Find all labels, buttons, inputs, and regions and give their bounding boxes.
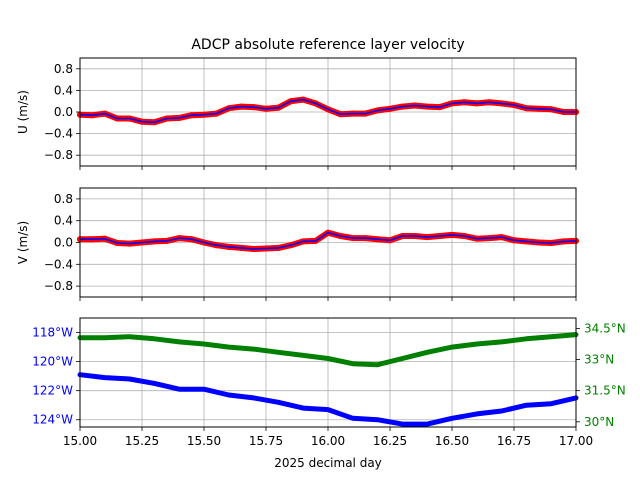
x-tick-label: 15.50 [187,434,221,448]
y2-tick-label: 30°N [584,415,614,429]
x-tick-label: 16.50 [435,434,469,448]
y2-tick-label: 34.5°N [584,321,626,335]
x-tick-label: 17.00 [559,434,593,448]
y-tick-label: −0.4 [44,127,73,141]
series-line-2 [80,231,577,250]
longitude-line [77,372,579,427]
y-tick-label: 0.0 [54,236,73,250]
plots: −0.8 −0.4 0.0 0.4 0.8 U (m/s) −0.8 −0.4 0.0 0.4 0.… [16,57,626,470]
y-tick-label: 0.4 [54,214,73,228]
x-tick-label: 15.25 [125,434,159,448]
subplot-2: −0.8 −0.4 0.0 0.4 0.8 V (m/s) [16,187,579,301]
x-tick-label: 16.25 [373,434,407,448]
y-tick-label: 118°W [32,326,73,340]
chart-title: ADCP absolute reference layer velocity [191,37,464,53]
y-tick-label: 0.0 [54,105,73,119]
x-tick-label: 15.75 [249,434,283,448]
y-tick-label: 0.8 [54,62,73,76]
y-tick-label: −0.8 [44,279,73,293]
y-tick-label: 122°W [32,384,73,398]
y-tick-label: −0.4 [44,257,73,271]
x-tick-label: 16.00 [311,434,345,448]
x-tick-label: 16.75 [497,434,531,448]
y-tick-label: 124°W [32,413,73,427]
y-tick-label: −0.8 [44,148,73,162]
y-tick-label: 0.8 [54,192,73,206]
y-axis-label: V (m/s) [16,221,30,264]
subplot-1: −0.8 −0.4 0.0 0.4 0.8 U (m/s) [16,57,579,170]
y2-tick-label: 33°N [584,353,614,367]
y2-tick-label: 31.5°N [584,384,626,398]
subplot-3: 15.00 15.25 15.50 15.75 16.00 16.25 16.50 16.75… [32,317,626,470]
latitude-line [77,332,579,368]
x-tick-label: 15.00 [63,434,97,448]
y-axis-label: U (m/s) [16,90,30,134]
y-tick-label: 120°W [32,355,73,369]
x-axis-label: 2025 decimal day [274,456,382,470]
y-tick-label: 0.4 [54,83,73,97]
series-line-1 [79,98,576,124]
